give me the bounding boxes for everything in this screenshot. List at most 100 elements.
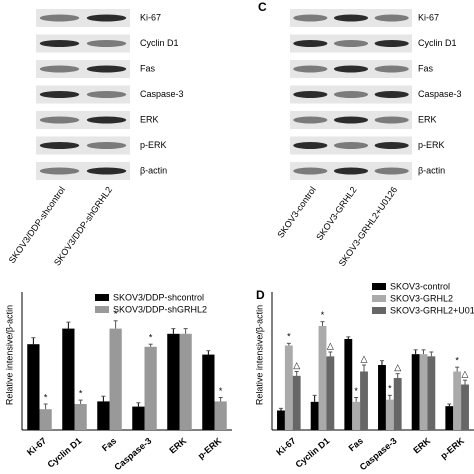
blot-band [39,142,80,149]
band-label: Fas [140,63,156,73]
blot-band [333,91,369,98]
blot-band [333,116,369,124]
panel-letter: C [258,0,267,14]
bar [445,406,454,430]
y-axis-label: Relative intensive/β-actin [4,305,14,405]
bar [97,401,110,430]
significance-mark: △ [327,340,334,350]
blot-band [333,14,369,22]
bar [461,384,469,430]
bar [62,328,75,430]
x-tick-label: Ki-67 [274,436,297,458]
bar [179,333,192,430]
bar [453,371,462,430]
blot-band [374,65,409,73]
blot-strip [36,136,130,155]
significance-mark: * [455,356,459,366]
blot-strip [36,9,130,27]
blot-band [86,14,127,22]
x-tick-label: p-ERK [196,435,224,461]
band-label: ERK [418,114,437,124]
blot-band [86,91,127,98]
x-tick-label: ERK [411,435,432,455]
x-tick-label: Fas [347,436,365,454]
significance-mark: △ [361,353,368,363]
blot-band [86,65,127,73]
blot-band [39,40,80,47]
band-label: β-actin [418,165,445,175]
significance-mark: * [354,386,358,396]
bar [360,371,368,430]
blot-band [374,167,409,175]
sample-label: SKOV3-GRHL2 [314,185,358,242]
band-label: Fas [418,63,434,73]
sample-label: SKOV3-control [275,185,318,240]
bar [277,410,285,430]
bar [344,339,353,430]
blot-band [374,40,409,47]
x-tick-label: Fas [100,436,118,454]
blot-band [293,91,328,98]
bar [385,399,394,430]
bar [202,354,215,430]
blot-band [86,167,127,175]
legend-swatch [95,294,109,301]
significance-mark: * [321,310,325,320]
bar [411,354,420,430]
legend-label: SKOV3/DDP-shGRHL2 [113,304,207,314]
blot-band [293,116,328,124]
blot-band [39,91,80,98]
band-label: Cyclin D1 [140,38,179,48]
blot-band [293,14,328,22]
legend-swatch [372,295,386,302]
blot-band [86,40,127,47]
bar [167,333,180,430]
blot-band [293,142,328,149]
blot-band [39,167,80,175]
blot-band [86,142,127,149]
y-axis-label: Relative intensive/β-actin [254,305,264,405]
band-label: β-actin [140,165,167,175]
blot-band [86,116,127,124]
x-tick-label: p-ERK [438,435,466,461]
significance-mark: △ [293,360,300,370]
significance-mark: * [149,333,153,343]
significance-mark: * [44,392,48,402]
band-label: p-ERK [418,140,445,150]
x-tick-label: Cyclin D1 [45,436,83,470]
x-tick-label: Cyclin D1 [293,436,331,470]
blot-band [293,40,328,47]
bar [74,404,87,430]
panel-letter: D [256,288,265,302]
bar [132,406,145,430]
significance-mark: △ [394,362,401,372]
legend-swatch [372,307,386,314]
blot-strip [36,85,130,104]
band-label: Cyclin D1 [418,38,457,48]
bar [27,344,40,430]
legend-label: SKOV3-GRHL2 [390,293,453,303]
x-tick-label: ERK [167,435,188,455]
blot-strip [36,111,130,129]
band-label: Ki-67 [418,12,439,22]
bar [292,375,301,430]
blot-band [293,167,328,175]
blot-band [39,14,80,22]
blot-strip [36,60,130,78]
legend-swatch [95,306,109,313]
blot-band [374,142,409,149]
band-label: Ki-67 [140,12,161,22]
blot-strip [36,162,130,180]
band-label: Caspase-3 [140,89,184,99]
bar [310,401,319,430]
bar [419,354,428,430]
band-label: p-ERK [140,140,167,150]
bar [393,378,402,430]
significance-mark: * [79,388,83,398]
bar [352,401,361,430]
bar [378,365,386,430]
bar [318,326,327,430]
x-tick-label: Caspase-3 [112,436,153,473]
bar [144,346,157,430]
